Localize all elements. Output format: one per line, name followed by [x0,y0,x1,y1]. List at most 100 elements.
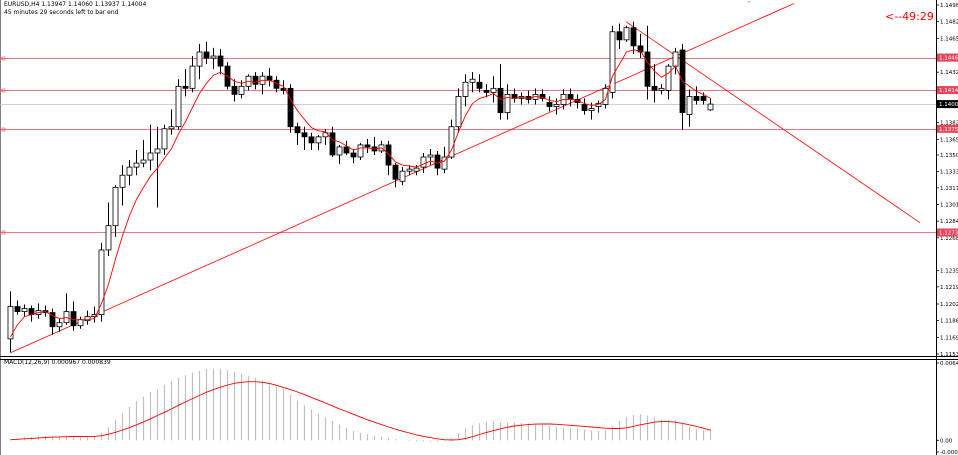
candle-body [350,152,357,158]
price-axis-tick-label: 1.12195 [940,285,958,291]
macd-axis-tick-label: 0.00 [940,438,953,444]
candle-body [497,87,504,113]
candle-body [182,85,189,89]
candle-body [644,51,651,87]
countdown-label: <--49:29 [885,10,934,23]
candle-body [462,81,469,97]
candle-body [399,170,406,182]
candle-body [567,93,574,100]
candle-body [434,154,441,169]
candle-body [63,311,70,324]
candle-body [441,156,448,170]
moving-average-line [10,49,711,338]
bar-timer: 45 minutes 29 seconds left to bar end [4,9,119,16]
price-axis-tick-label: 1.14320 [940,70,958,76]
candle-body [91,314,98,318]
candle-body [140,159,147,164]
price-axis-tick-label: 1.11695 [940,335,958,341]
candle-body [630,27,637,47]
candle-body [147,152,154,161]
price-axis-tick-label: 1.14985 [940,3,958,9]
price-axis-tick-label: 1.12025 [940,302,958,308]
level-anchor-marker[interactable] [1,230,6,235]
price-axis-tick-label: 1.14820 [940,20,958,26]
level-anchor-marker[interactable] [1,127,6,132]
candle-body [329,132,336,156]
price-axis-tick-label: 1.14655 [940,36,958,42]
candle-body [420,156,427,168]
candle-body [553,104,560,107]
macd-axis-tick-label: -0.00097 [940,450,958,455]
candle-body [623,27,630,41]
candle-body [119,174,126,188]
candle-body [413,167,420,172]
candle-body [7,306,14,340]
price-axis-tick-label: 1.13500 [940,153,958,159]
candle-body [693,96,700,101]
candle-body [196,51,203,67]
candle-body [168,126,175,130]
candle-body [490,87,497,93]
candle-body [343,146,350,154]
price-tag-badge [937,86,958,95]
candle-body [56,322,63,328]
price-tag-badge [937,124,958,133]
candle-body [126,166,133,176]
price-axis-tick-label: 1.12845 [940,219,958,225]
candle-body [609,31,616,93]
shift-marker-icon[interactable] [747,1,751,3]
candle-body [105,225,112,251]
candle-body [455,96,462,128]
price-tag-badge [937,228,958,237]
candle-body [364,144,371,148]
candle-body [294,126,301,134]
candle-body [84,316,91,322]
candle-body [406,168,413,172]
price-axis-tick-label: 1.13820 [940,121,958,127]
price-axis-tick-label: 1.11530 [940,352,958,358]
candle-body [315,136,322,144]
symbol-header: EURUSD,H4 1.13947 1.14060 1.13937 1.1400… [4,1,146,8]
candle-body [98,249,105,316]
level-anchor-marker[interactable] [1,56,6,61]
candle-body [154,148,161,154]
candle-body [602,87,609,105]
candle-body [287,87,294,128]
candle-body [476,81,483,89]
candle-body [308,136,315,144]
candle-body [385,144,392,166]
candle-body [210,55,217,59]
candle-body [588,108,595,111]
candle-body [637,45,644,53]
candle-body [504,93,511,113]
candle-body [483,89,490,93]
candle-body [686,96,693,115]
candle-body [427,154,434,158]
price-axis-tick-label: 1.12355 [940,269,958,275]
candle-body [700,96,707,101]
price-tag-badge [937,100,958,109]
candle-body [616,31,623,41]
candle-body [357,144,364,158]
macd-title: MACD(12,26,9) 0.000967 0.000839 [4,359,111,366]
candle-body [707,103,714,111]
price-axis-tick-label: 1.13655 [940,137,958,143]
level-anchor-marker[interactable] [1,88,6,93]
price-axis-tick-label: 1.13335 [940,170,958,176]
price-axis-tick-label: 1.13010 [940,203,958,209]
candle-body [539,93,546,99]
candle-body [252,75,259,85]
price-tag-label: 1.14143 [939,88,958,94]
candle-body [665,65,672,91]
candle-body [231,85,238,95]
candle-body [14,306,21,312]
candle-body [266,75,273,81]
candle-body [392,164,399,180]
candle-body [217,55,224,67]
macd-signal-line [10,381,711,441]
candle-body [672,51,679,67]
price-tag-label: 1.14004 [939,102,958,108]
